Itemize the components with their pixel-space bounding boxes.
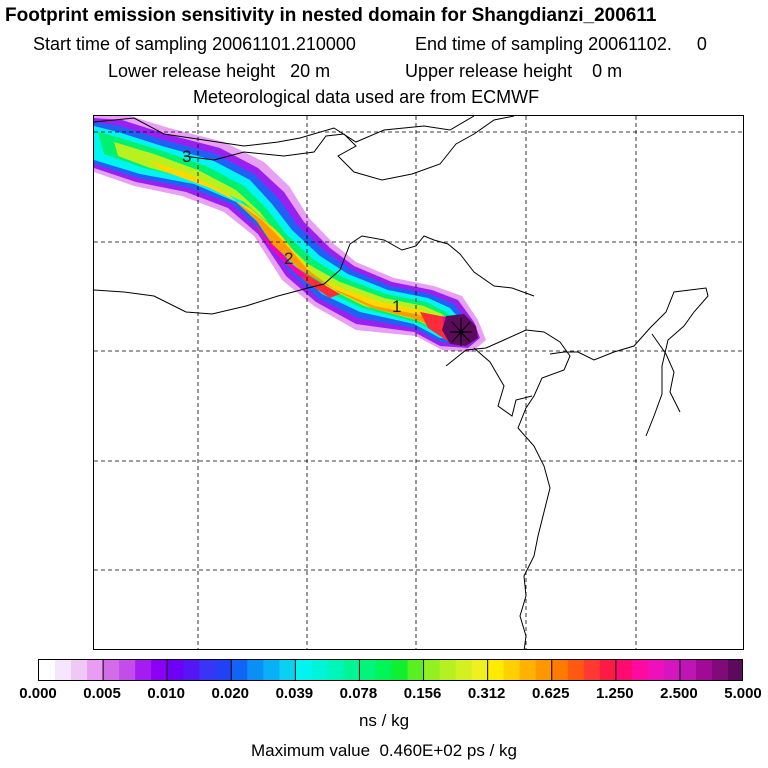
colorbar-swatch <box>215 660 232 680</box>
colorbar-tick-label: 0.005 <box>83 685 121 702</box>
colorbar-swatch <box>263 660 280 680</box>
colorbar-tick-label: 0.312 <box>467 685 506 702</box>
colorbar-tick-label: 0.000 <box>19 685 57 702</box>
colorbar-swatch <box>423 660 441 680</box>
colorbar-swatch <box>119 660 136 680</box>
receptor-cross-icon <box>450 318 472 346</box>
colorbar-unit-label: ns / kg <box>358 711 410 730</box>
bohai-bay-coast <box>473 347 533 417</box>
colorbar-swatch <box>503 660 521 680</box>
map-canvas: 1 2 3 <box>94 116 743 649</box>
colorbar-swatch <box>375 660 393 680</box>
colorbar-tick-label: 5.000 <box>724 685 762 702</box>
colorbar-tick-label: 0.010 <box>147 685 185 702</box>
upper-release-height-label: Upper release height 0 m <box>405 61 623 81</box>
colorbar-swatch <box>343 660 361 680</box>
plume-band-yellow <box>148 160 448 328</box>
colorbar-swatch <box>295 660 312 680</box>
colorbar-swatch <box>727 660 742 680</box>
korea-coast <box>445 329 571 649</box>
day-label-2: 2 <box>284 249 293 268</box>
colorbar-swatch <box>279 660 296 680</box>
colorbar-swatch <box>663 660 681 680</box>
sampling-end-label: End time of sampling 20061102. 0 <box>415 34 707 54</box>
met-data-label: Meteorological data used are from ECMWF <box>193 87 540 107</box>
colorbar-swatch <box>391 660 409 680</box>
colorbar-swatch <box>487 660 505 680</box>
colorbar-tick-label: 0.156 <box>403 685 442 702</box>
colorbar-swatch <box>167 660 184 680</box>
colorbar-swatch <box>711 660 729 680</box>
colorbar-swatch <box>311 660 329 680</box>
colorbar-swatch <box>583 660 601 680</box>
colorbar-swatch <box>231 660 248 680</box>
colorbar-swatch <box>87 660 104 680</box>
colorbar-tick-label: 0.039 <box>275 685 314 702</box>
colorbar-swatch <box>615 660 633 680</box>
colorbar-swatch <box>647 660 665 680</box>
colorbar-swatch <box>55 660 72 680</box>
colorbar <box>38 659 743 681</box>
graticule <box>94 116 743 649</box>
colorbar-swatch <box>599 660 617 680</box>
colorbar-swatch <box>183 660 200 680</box>
coastlines <box>94 116 709 649</box>
colorbar-tick-label: 0.625 <box>531 685 570 702</box>
colorbar-swatch <box>679 660 697 680</box>
colorbar-swatch <box>455 660 473 680</box>
colorbar-ticks: 0.000 0.005 0.010 0.020 0.039 0.078 0.156 0.312… <box>0 685 768 705</box>
peninsula-coast <box>549 287 709 437</box>
day-label-3: 3 <box>182 147 191 166</box>
colorbar-tick-label: 0.078 <box>339 685 378 702</box>
colorbar-swatch <box>519 660 537 680</box>
plot-title: Footprint emission sensitivity in nested… <box>5 5 657 26</box>
inner-border-line <box>94 235 535 315</box>
east-coast-line <box>651 333 681 413</box>
colorbar-swatch <box>359 660 377 680</box>
northern-boundary-line <box>94 116 475 147</box>
colorbar-swatch <box>135 660 152 680</box>
maximum-value-label: Maximum value 0.460E+02 ps / kg <box>251 741 517 760</box>
colorbar-swatch <box>439 660 457 680</box>
colorbar-swatch <box>407 660 425 680</box>
colorbar-swatch <box>695 660 713 680</box>
sampling-start-label: Start time of sampling 20061101.210000 <box>33 34 356 54</box>
colorbar-tick-label: 1.250 <box>596 685 634 702</box>
colorbar-tick-label: 0.020 <box>211 685 250 702</box>
colorbar-swatch <box>103 660 120 680</box>
colorbar-swatch <box>631 660 649 680</box>
day-label-1: 1 <box>392 297 401 316</box>
colorbar-swatch <box>551 660 569 680</box>
colorbar-swatch <box>327 660 345 680</box>
lower-release-height-label: Lower release height 20 m <box>108 61 331 81</box>
colorbar-swatch <box>199 660 216 680</box>
footprint-map: 1 2 3 <box>93 115 744 650</box>
colorbar-swatch <box>151 660 168 680</box>
colorbar-swatch <box>567 660 585 680</box>
colorbar-tick-label: 2.500 <box>660 685 698 702</box>
colorbar-swatches <box>39 660 742 680</box>
colorbar-swatch <box>535 660 553 680</box>
footprint-plume <box>94 116 486 352</box>
mongolia-china-border <box>183 116 515 181</box>
colorbar-swatch <box>471 660 489 680</box>
plume-band-red <box>250 216 340 298</box>
colorbar-swatch <box>39 660 56 680</box>
colorbar-swatch <box>247 660 264 680</box>
colorbar-swatch <box>71 660 88 680</box>
